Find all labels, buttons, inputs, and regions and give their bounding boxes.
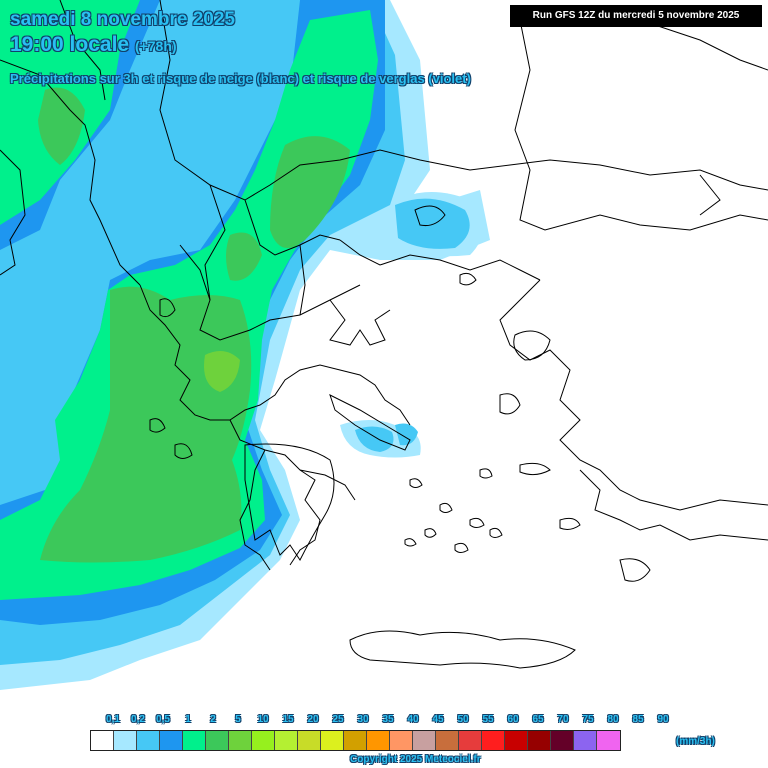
legend-swatch [367,731,390,750]
legend-tick-label: 0,5 [156,714,170,725]
legend-tick-label: 35 [382,714,394,725]
legend-swatch [91,731,114,750]
legend-tick-label: 60 [507,714,519,725]
legend-tick-label: 2 [210,714,216,725]
legend-swatch [183,731,206,750]
forecast-offset: (+78h) [134,38,177,54]
legend-swatch [528,731,551,750]
legend-swatch [298,731,321,750]
legend-swatch [390,731,413,750]
legend-swatch [436,731,459,750]
legend-swatch [574,731,597,750]
legend-tick-label: 10 [257,714,269,725]
legend-swatch [114,731,137,750]
legend-tick-label: 65 [532,714,544,725]
legend-tick-label: 0,2 [131,714,145,725]
legend-swatch [459,731,482,750]
legend-swatch [551,731,574,750]
legend-swatch [275,731,298,750]
legend-unit: (mm/3h) [676,736,715,747]
legend-tick-label: 50 [457,714,469,725]
precip-layer-yellowgreen [204,351,240,392]
legend-swatch [229,731,252,750]
forecast-date: samedi 8 novembre 2025 [10,9,235,30]
legend-swatch [137,731,160,750]
legend-tick-label: 80 [607,714,619,725]
precip-layer-green [38,87,350,563]
legend-tick-label: 70 [557,714,569,725]
legend-swatch [252,731,275,750]
map-subtitle: Précipitations sur 3h et risque de neige… [10,71,471,86]
legend-tick-label: 75 [582,714,594,725]
legend-tick-label: 5 [235,714,241,725]
legend-tick-label: 25 [332,714,344,725]
run-info-box: Run GFS 12Z du mercredi 5 novembre 2025 [510,5,762,27]
legend-tick-label: 45 [432,714,444,725]
legend-swatch [206,731,229,750]
forecast-time-local: 19:00 locale [10,33,130,56]
legend-tick-label: 55 [482,714,494,725]
color-legend [90,730,621,751]
legend-tick-label: 40 [407,714,419,725]
legend-swatch [160,731,183,750]
legend-tick-label: 90 [657,714,669,725]
legend-swatch [505,731,528,750]
legend-tick-label: 1 [185,714,191,725]
legend-tick-label: 30 [357,714,369,725]
legend-swatch [597,731,620,750]
legend-swatch [482,731,505,750]
legend-tick-label: 15 [282,714,294,725]
legend-swatch [344,731,367,750]
legend-swatch [413,731,436,750]
legend-tick-label: 20 [307,714,319,725]
forecast-time: 19:00 locale (+78h) [10,33,177,57]
coastlines [0,0,768,669]
legend-tick-label: 0,1 [106,714,120,725]
legend-tick-label: 85 [632,714,644,725]
legend-swatch [321,731,344,750]
copyright-text: Copyright 2025 Meteociel.fr [350,754,481,765]
